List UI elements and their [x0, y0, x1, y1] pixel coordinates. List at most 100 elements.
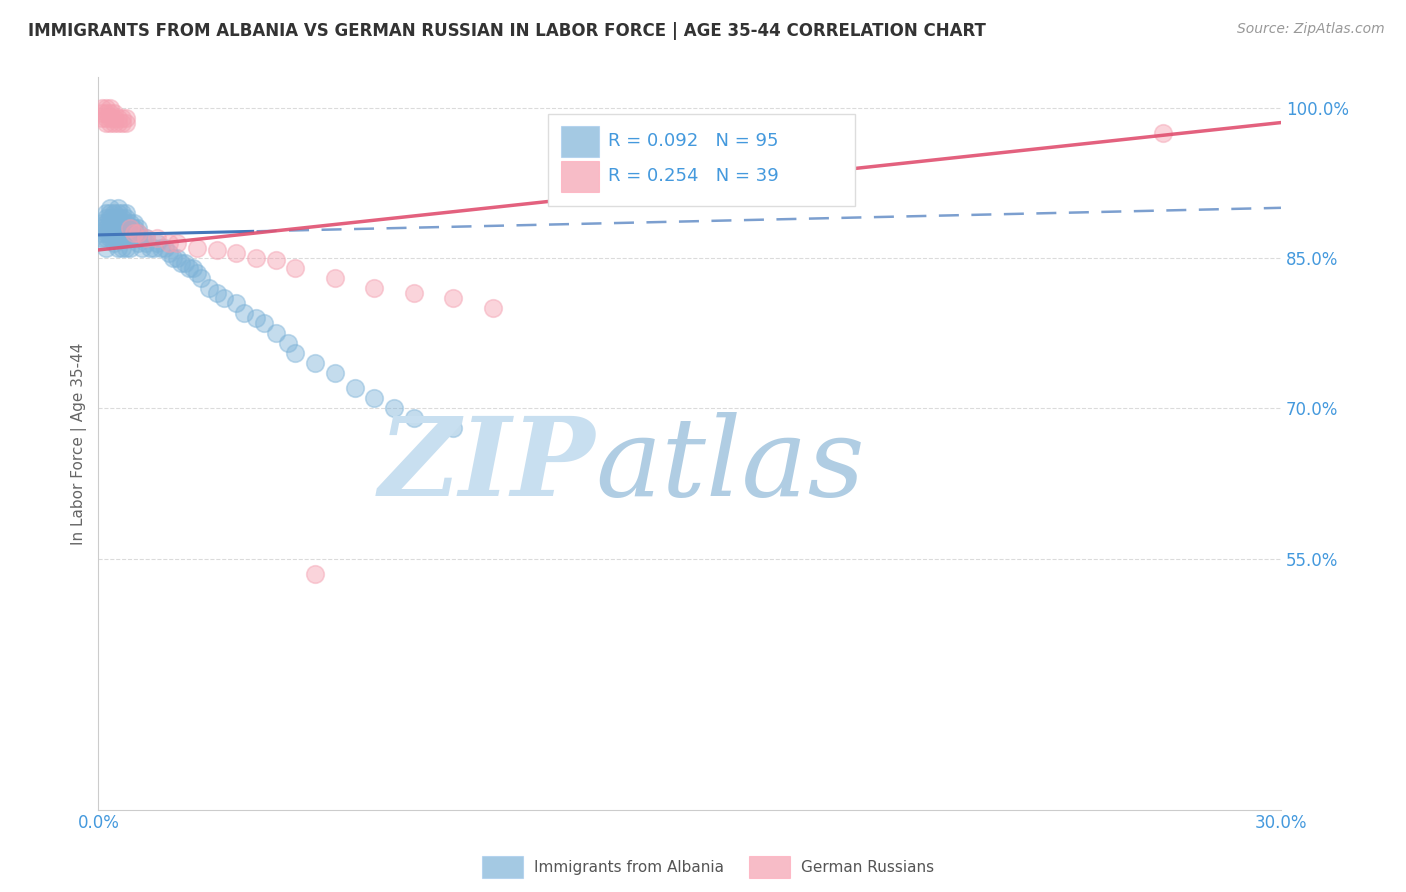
Point [225, 296, 247, 310]
Point [205, 243, 228, 257]
Point [118, 220, 141, 235]
Point [162, 251, 184, 265]
Point [118, 226, 141, 240]
Point [98, 115, 121, 129]
Point [122, 226, 145, 240]
Point [115, 226, 138, 240]
Point [103, 231, 125, 245]
Point [103, 211, 125, 225]
Point [107, 201, 129, 215]
Point [98, 231, 121, 245]
Point [91, 111, 114, 125]
Point [118, 241, 141, 255]
Point [122, 231, 145, 245]
Text: atlas: atlas [595, 412, 865, 519]
Point [115, 220, 138, 235]
Point [135, 231, 157, 245]
Point [142, 241, 165, 255]
Point [284, 260, 307, 275]
Point [111, 115, 134, 129]
Point [127, 231, 149, 245]
Point [103, 206, 125, 220]
Text: Immigrants from Albania: Immigrants from Albania [534, 860, 724, 874]
Point [1152, 126, 1174, 140]
Point [115, 241, 138, 255]
Text: German Russians: German Russians [801, 860, 935, 874]
Point [146, 231, 169, 245]
Point [91, 101, 114, 115]
Point [107, 211, 129, 225]
Point [111, 216, 134, 230]
Point [103, 235, 125, 250]
Point [107, 111, 129, 125]
Point [107, 231, 129, 245]
Point [127, 235, 149, 250]
Point [91, 216, 114, 230]
Text: R = 0.254   N = 39: R = 0.254 N = 39 [607, 168, 779, 186]
Point [103, 220, 125, 235]
Point [96, 101, 118, 115]
Point [98, 226, 121, 240]
Point [197, 281, 219, 295]
Point [157, 246, 180, 260]
Point [277, 336, 299, 351]
Point [103, 111, 125, 125]
Point [96, 111, 118, 125]
Point [135, 231, 157, 245]
Point [96, 216, 118, 230]
Point [107, 206, 129, 220]
Point [107, 226, 129, 240]
Point [363, 281, 385, 295]
Point [98, 101, 121, 115]
Point [103, 115, 125, 129]
Point [103, 226, 125, 240]
Point [343, 381, 366, 395]
Point [103, 216, 125, 230]
Point [122, 220, 145, 235]
Point [122, 216, 145, 230]
Point [264, 326, 287, 341]
Point [111, 111, 134, 125]
Point [98, 105, 121, 120]
Point [111, 220, 134, 235]
Point [115, 111, 138, 125]
Point [225, 246, 247, 260]
Point [111, 231, 134, 245]
Point [264, 252, 287, 267]
Point [127, 220, 149, 235]
Point [111, 206, 134, 220]
Point [127, 226, 149, 240]
Point [131, 241, 153, 255]
Point [115, 206, 138, 220]
Point [166, 251, 188, 265]
Point [115, 211, 138, 225]
Point [253, 316, 276, 330]
Point [157, 235, 180, 250]
Point [138, 241, 160, 255]
FancyBboxPatch shape [561, 126, 599, 156]
Point [107, 220, 129, 235]
Point [115, 216, 138, 230]
Point [382, 401, 405, 416]
Point [103, 105, 125, 120]
Point [96, 115, 118, 129]
Point [323, 271, 346, 285]
Point [91, 220, 114, 235]
Point [98, 220, 121, 235]
Point [441, 291, 464, 305]
Point [245, 311, 267, 326]
Point [146, 235, 169, 250]
FancyBboxPatch shape [561, 161, 599, 192]
Point [214, 291, 236, 305]
Point [245, 251, 267, 265]
Point [96, 211, 118, 225]
Point [122, 226, 145, 240]
Point [363, 392, 385, 406]
Point [91, 105, 114, 120]
Point [118, 216, 141, 230]
Text: Source: ZipAtlas.com: Source: ZipAtlas.com [1237, 22, 1385, 37]
Text: IMMIGRANTS FROM ALBANIA VS GERMAN RUSSIAN IN LABOR FORCE | AGE 35-44 CORRELATION: IMMIGRANTS FROM ALBANIA VS GERMAN RUSSIA… [28, 22, 986, 40]
Point [284, 346, 307, 360]
Point [96, 241, 118, 255]
Point [177, 260, 200, 275]
